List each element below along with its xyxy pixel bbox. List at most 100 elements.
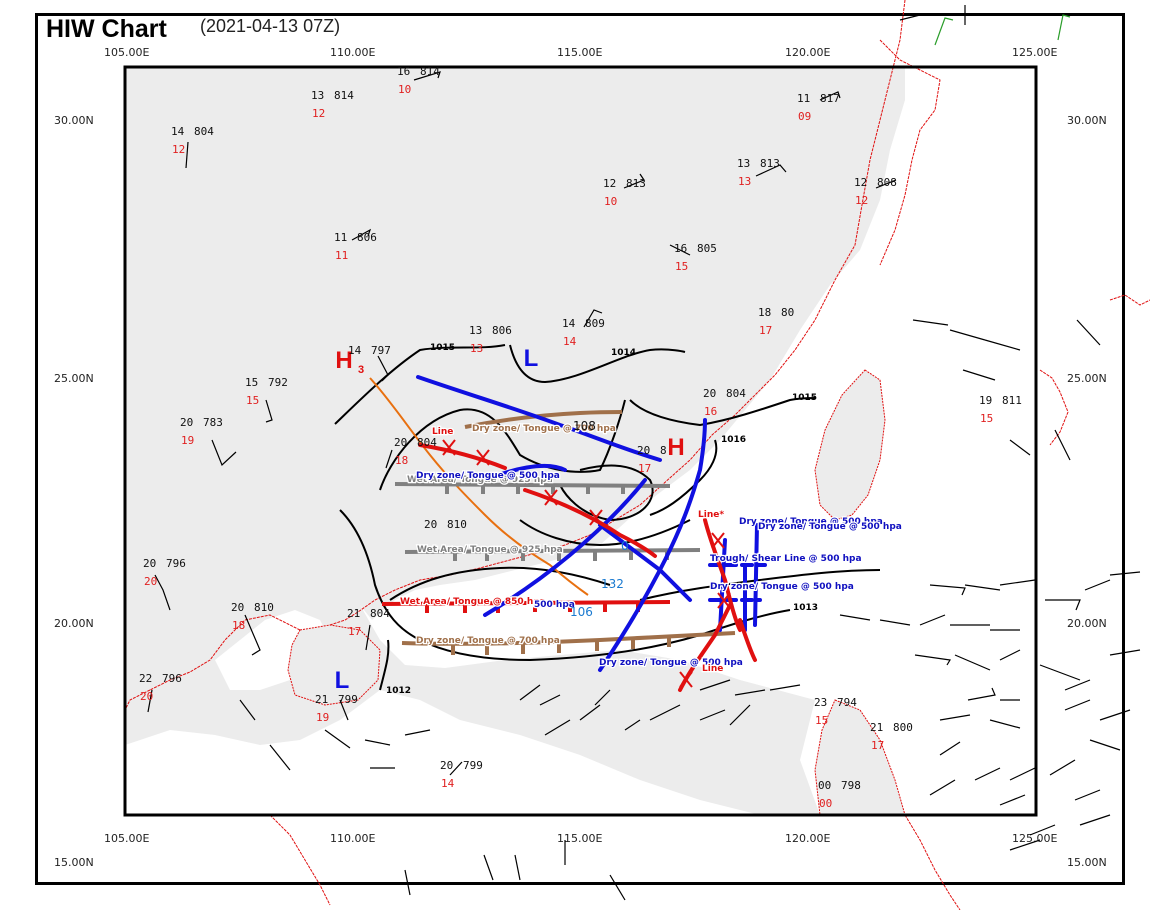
station-pressure: 805 [697, 242, 717, 255]
station-pressure: 8 [660, 444, 667, 457]
wind-barbs [147, 5, 1141, 901]
station-pressure: 799 [338, 693, 358, 706]
station-temperature: 00 [818, 779, 831, 792]
lon-top-115: 115.00E [557, 46, 602, 59]
station-dewpoint: 13 [470, 342, 483, 355]
station-dewpoint: 19 [181, 434, 194, 447]
station-dewpoint: 20 [144, 575, 157, 588]
front-label: 500 hpa [534, 600, 575, 610]
lon-bottom-125: 125.00E [1012, 832, 1057, 845]
pressure-center-h: H [667, 434, 684, 461]
coastlines [124, 0, 1150, 910]
lon-bottom-110: 110.00E [330, 832, 375, 845]
station-pressure: 804 [370, 607, 390, 620]
red-line-south-2 [738, 618, 757, 662]
station-pressure: 813 [760, 157, 780, 170]
station-temperature: 19 [979, 394, 992, 407]
isobar-1013 [639, 569, 881, 601]
red-line-crosses [442, 439, 731, 688]
station-dewpoint: 18 [232, 619, 245, 632]
station-dewpoint: 12 [855, 194, 868, 207]
station-dewpoint: 14 [441, 777, 455, 790]
station-temperature: 21 [870, 721, 883, 734]
station-pressure: 783 [203, 416, 223, 429]
station-temperature: 21 [315, 693, 328, 706]
isobar-label: 1015 [430, 343, 455, 353]
station-temperature: 14 [562, 317, 576, 330]
station-pressure: 804 [726, 387, 746, 400]
station-dewpoint: 10 [604, 195, 617, 208]
station-temperature: 18 [758, 306, 771, 319]
ocean-east [360, 67, 1036, 815]
lat-left-15: 15.00N [54, 856, 94, 869]
front-labels: Dry zone/ Tongue @ 700 hpa Wet Area/ Tong… [399, 423, 903, 676]
station-temperature: 20 [231, 601, 244, 614]
station-temperature: 12 [854, 176, 867, 189]
red-line-north [418, 443, 507, 470]
isobar-1012 [379, 639, 390, 691]
map-frame [123, 65, 1038, 817]
station-dewpoint: 15 [815, 714, 828, 727]
station-dewpoint: 17 [638, 462, 651, 475]
station-pressure: 806 [492, 324, 512, 337]
station-pressure: 792 [268, 376, 288, 389]
lat-right-15: 15.00N [1067, 856, 1107, 869]
axis-labels: 105.00E 110.00E 115.00E 120.00E 125.00E … [54, 46, 1107, 869]
lon-top-110: 110.00E [330, 46, 375, 59]
station-dewpoint: 09 [798, 110, 811, 123]
isobar-west-loop [379, 399, 626, 491]
thermal-trough-line [369, 377, 589, 596]
station-temperature: 20 [143, 557, 156, 570]
isobar-1015-east [629, 397, 816, 427]
misc-value-label: 0 [621, 539, 629, 553]
front-label: Dry zone/ Tongue @ 500 hpa [758, 522, 902, 532]
station-pressure: 810 [447, 518, 467, 531]
station-pressure: 811 [1002, 394, 1022, 407]
isobar-inner-south [389, 566, 611, 601]
misc-value-label: 132 [601, 577, 624, 591]
pressure-center-h: H [335, 347, 352, 374]
isobar-label: 1013 [793, 603, 818, 613]
station-dewpoint: 18 [395, 454, 408, 467]
dry-zone-500-arc [483, 463, 567, 482]
station-pressure: 809 [585, 317, 605, 330]
red-line-east [703, 518, 742, 632]
station-pressure: 80 [781, 306, 794, 319]
station-pressure: 804 [417, 436, 437, 449]
lon-bottom-105: 105.00E [104, 832, 149, 845]
station-temperature: 20 [703, 387, 716, 400]
station-pressure: 797 [371, 344, 391, 357]
isobars [334, 344, 881, 691]
front-label: Dry zone/ Tongue @ 500 hpa [710, 582, 854, 592]
lat-right-20: 20.00N [1067, 617, 1107, 630]
station-pressure: 798 [841, 779, 861, 792]
dry-zone-500-diagonal [416, 375, 662, 462]
station-pressure: 810 [254, 601, 274, 614]
front-label: Trough/ Shear Line @ 500 hpa [710, 554, 862, 564]
front-label: Dry zone/ Tongue @ 700 hpa [416, 636, 560, 646]
pressure-center-l: L [524, 345, 539, 372]
station-temperature: 22 [139, 672, 152, 685]
isobar-label: 1012 [386, 686, 411, 696]
station-pressure: 799 [463, 759, 483, 772]
station-dewpoint: 12 [312, 107, 325, 120]
isobar-1014 [509, 344, 686, 384]
station-temperature: 20 [394, 436, 407, 449]
chart-timestamp: (2021-04-13 07Z) [200, 16, 341, 36]
station-temperature: 14 [348, 344, 362, 357]
station-temperature: 16 [397, 65, 410, 78]
station-temperature: 13 [469, 324, 482, 337]
station-temperature: 23 [814, 696, 827, 709]
station-temperature: 13 [311, 89, 324, 102]
station-temperature: 16 [674, 242, 687, 255]
ocean-southwest [125, 690, 760, 815]
station-pressure: 806 [357, 231, 377, 244]
red-line-south [678, 603, 732, 692]
lat-right-25: 25.00N [1067, 372, 1107, 385]
station-dewpoint: 11 [335, 249, 348, 262]
station-dewpoint: 15 [980, 412, 993, 425]
dry-zone-500-lines [416, 375, 767, 672]
taiwan-island [814, 369, 886, 521]
isobar-labels: 1015 1014 1015 1016 1013 1012 [386, 343, 818, 696]
